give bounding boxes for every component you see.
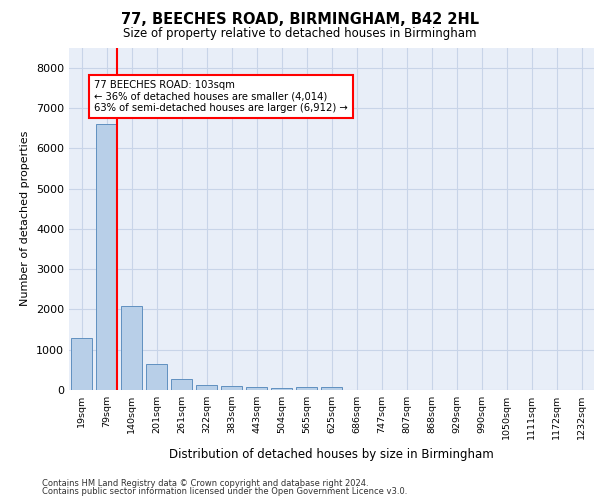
Bar bbox=[146, 364, 167, 390]
Y-axis label: Number of detached properties: Number of detached properties bbox=[20, 131, 31, 306]
Text: Contains public sector information licensed under the Open Government Licence v3: Contains public sector information licen… bbox=[42, 487, 407, 496]
X-axis label: Distribution of detached houses by size in Birmingham: Distribution of detached houses by size … bbox=[169, 448, 494, 460]
Bar bbox=[321, 386, 342, 390]
Bar bbox=[271, 388, 292, 390]
Text: Contains HM Land Registry data © Crown copyright and database right 2024.: Contains HM Land Registry data © Crown c… bbox=[42, 478, 368, 488]
Bar bbox=[96, 124, 117, 390]
Bar bbox=[121, 306, 142, 390]
Bar bbox=[71, 338, 92, 390]
Bar bbox=[296, 387, 317, 390]
Bar bbox=[196, 385, 217, 390]
Bar bbox=[171, 378, 192, 390]
Text: 77 BEECHES ROAD: 103sqm
← 36% of detached houses are smaller (4,014)
63% of semi: 77 BEECHES ROAD: 103sqm ← 36% of detache… bbox=[94, 80, 348, 113]
Bar bbox=[221, 386, 242, 390]
Bar bbox=[246, 388, 267, 390]
Text: Size of property relative to detached houses in Birmingham: Size of property relative to detached ho… bbox=[123, 28, 477, 40]
Text: 77, BEECHES ROAD, BIRMINGHAM, B42 2HL: 77, BEECHES ROAD, BIRMINGHAM, B42 2HL bbox=[121, 12, 479, 28]
